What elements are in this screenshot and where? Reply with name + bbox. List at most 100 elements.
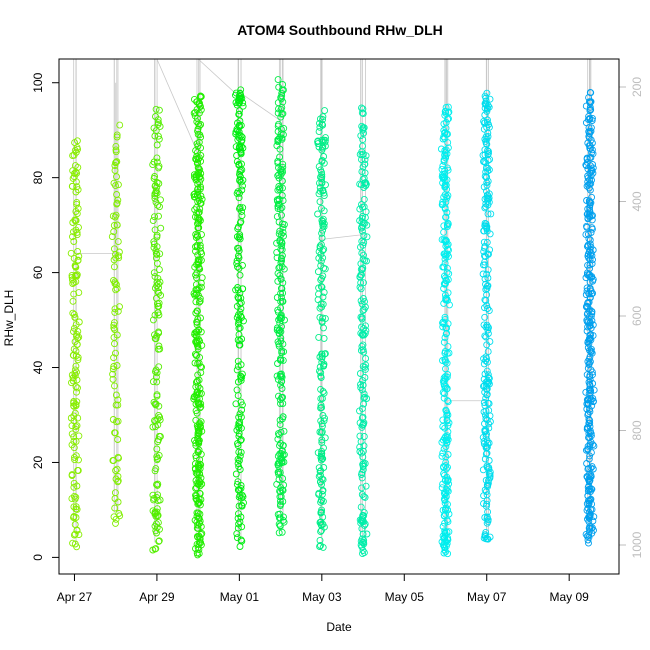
data-point — [361, 169, 369, 177]
data-point — [152, 187, 160, 195]
data-point — [482, 101, 490, 109]
data-point — [196, 478, 204, 486]
data-point — [69, 309, 77, 317]
data-point — [111, 429, 119, 437]
data-point — [441, 280, 449, 288]
data-point — [279, 297, 287, 305]
data-point — [114, 453, 122, 461]
data-point — [442, 458, 450, 466]
y-tick-label: 0 — [31, 554, 45, 561]
data-point — [319, 113, 327, 121]
y2-tick-label: 800 — [630, 420, 644, 440]
data-point — [586, 144, 594, 152]
data-point — [233, 257, 241, 265]
data-point — [278, 211, 285, 219]
data-point — [109, 365, 117, 373]
data-point — [486, 338, 494, 346]
data-point — [483, 481, 491, 489]
data-point — [439, 323, 447, 331]
data-point — [587, 287, 595, 295]
data-point — [277, 381, 285, 389]
data-point — [193, 289, 201, 297]
data-point — [195, 464, 203, 472]
data-point — [192, 309, 200, 317]
x-axis-label: Date — [326, 620, 352, 634]
data-point — [486, 533, 494, 541]
data-point — [238, 370, 246, 378]
data-point — [442, 365, 449, 373]
data-points — [67, 76, 598, 559]
data-point — [153, 378, 161, 386]
data-point — [278, 257, 286, 265]
y-tick-label: 100 — [31, 72, 45, 92]
data-point — [237, 413, 245, 421]
data-point — [357, 313, 365, 321]
data-point — [481, 296, 489, 304]
data-point — [361, 303, 369, 311]
trace-connector — [156, 58, 199, 155]
data-point — [196, 244, 204, 252]
data-point — [69, 233, 76, 241]
data-point — [440, 445, 448, 453]
data-point — [443, 439, 451, 447]
data-point — [73, 210, 81, 218]
data-point — [483, 187, 490, 195]
data-point — [357, 503, 365, 511]
data-point — [235, 448, 243, 456]
data-point — [362, 365, 369, 373]
data-point — [273, 372, 281, 380]
data-point — [585, 94, 593, 102]
y-tick-label: 60 — [31, 266, 45, 280]
data-point — [278, 177, 286, 185]
data-point — [583, 210, 591, 218]
data-point — [196, 294, 204, 302]
data-point — [485, 374, 493, 382]
data-point — [358, 215, 366, 222]
data-point — [484, 266, 492, 274]
data-point — [72, 188, 80, 196]
data-point — [236, 410, 244, 418]
data-point — [198, 231, 205, 239]
data-point — [69, 539, 77, 547]
data-point — [195, 298, 203, 306]
data-point — [150, 398, 158, 406]
data-point — [153, 392, 161, 400]
data-point — [277, 304, 285, 312]
data-point — [588, 349, 596, 357]
x-tick-label: Apr 29 — [139, 590, 175, 604]
data-point — [444, 422, 452, 430]
data-point — [72, 425, 80, 433]
data-point — [75, 252, 83, 260]
data-point — [483, 238, 491, 246]
data-point — [196, 93, 204, 101]
data-point — [587, 136, 595, 144]
data-point — [319, 254, 327, 262]
data-point — [278, 459, 286, 466]
data-point — [69, 174, 77, 182]
data-point — [152, 417, 160, 425]
axes: Apr 27 Apr 29 May 01 May 03 May 05 May 07 May … — [31, 72, 644, 604]
data-point — [112, 349, 119, 357]
plot-frame — [58, 58, 620, 575]
data-point — [362, 361, 370, 369]
data-point — [360, 394, 368, 402]
data-point — [585, 539, 592, 547]
data-point — [442, 238, 450, 246]
data-point — [318, 219, 326, 227]
data-point — [277, 493, 285, 500]
data-point — [362, 355, 370, 362]
data-point — [111, 489, 119, 497]
data-point — [358, 109, 366, 117]
data-point — [363, 221, 371, 229]
data-point — [153, 250, 161, 258]
data-point — [587, 168, 595, 175]
data-point — [74, 356, 82, 364]
data-point — [318, 283, 326, 291]
data-point — [149, 316, 157, 324]
data-point — [589, 465, 597, 473]
data-point — [279, 451, 287, 459]
data-point — [319, 487, 327, 495]
data-point — [318, 173, 326, 181]
data-point — [483, 140, 491, 148]
data-point — [238, 401, 246, 409]
